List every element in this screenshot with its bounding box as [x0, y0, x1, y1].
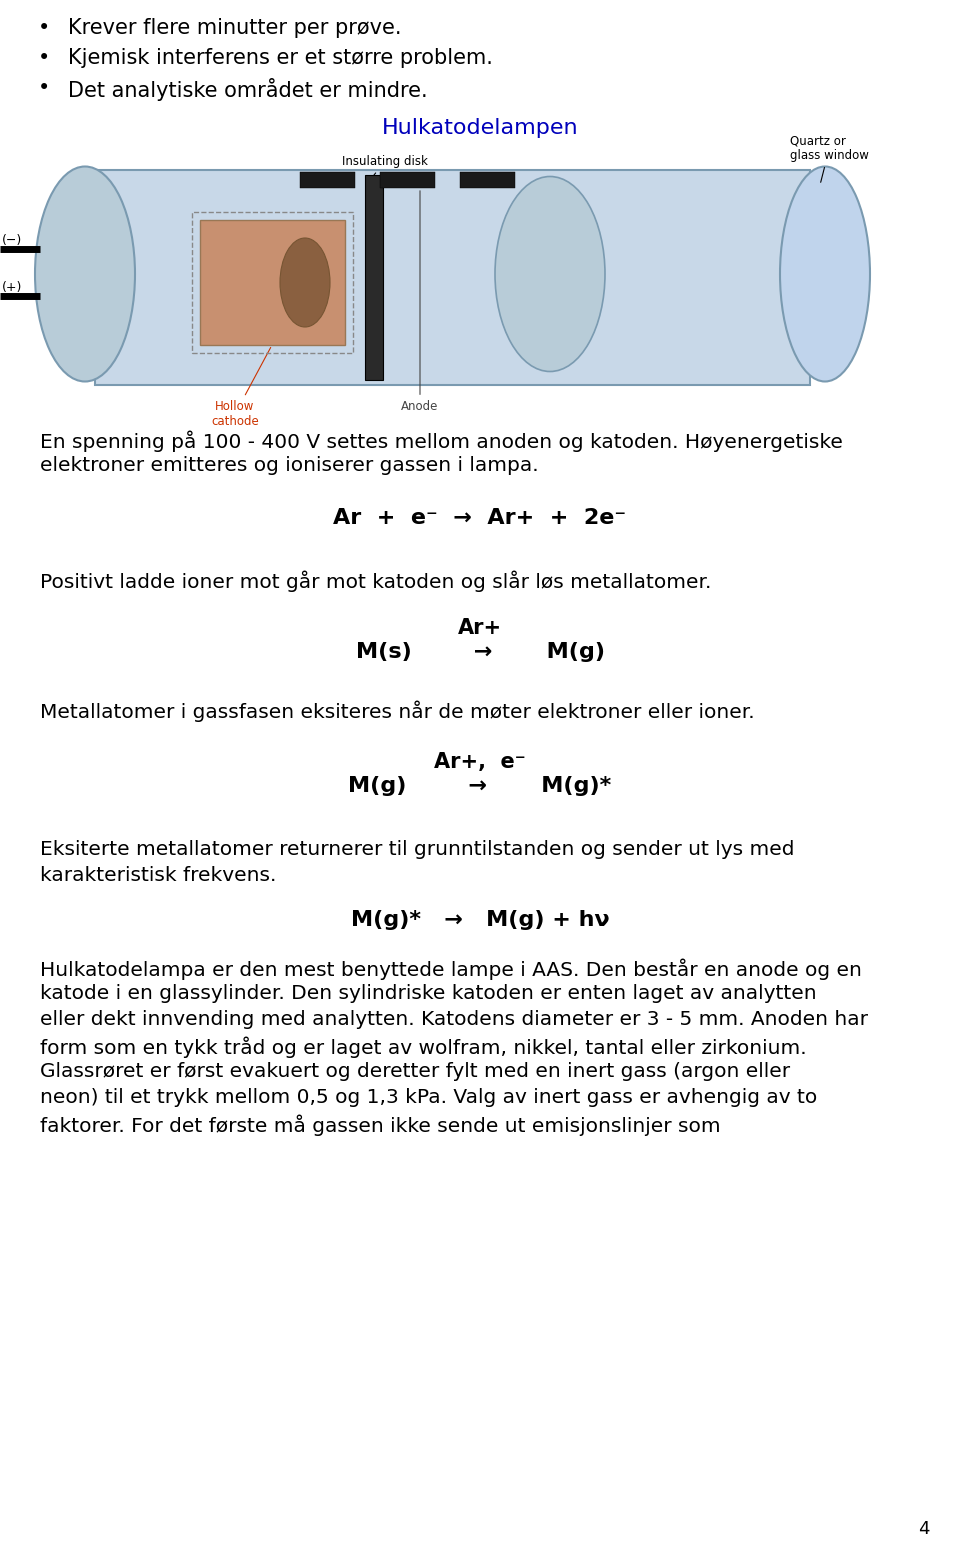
Text: M(s)        →       M(g): M(s) → M(g): [355, 641, 605, 662]
Text: M(g)        →       M(g)*: M(g) → M(g)*: [348, 776, 612, 796]
FancyBboxPatch shape: [365, 174, 383, 379]
Text: Hulkatodelampa er den mest benyttede lampe i AAS. Den består en anode og en: Hulkatodelampa er den mest benyttede lam…: [40, 958, 862, 979]
Text: M(g)*   →   M(g) + hν: M(g)* → M(g) + hν: [350, 910, 610, 930]
Text: Det analytiske området er mindre.: Det analytiske området er mindre.: [68, 79, 427, 100]
Ellipse shape: [280, 237, 330, 327]
FancyBboxPatch shape: [95, 170, 810, 386]
Text: Ar+: Ar+: [458, 618, 502, 638]
Text: Ar+,  e⁻: Ar+, e⁻: [434, 752, 526, 773]
Text: Eksiterte metallatomer returnerer til grunntilstanden og sender ut lys med: Eksiterte metallatomer returnerer til gr…: [40, 840, 795, 859]
Text: form som en tykk tråd og er laget av wolfram, nikkel, tantal eller zirkonium.: form som en tykk tråd og er laget av wol…: [40, 1036, 807, 1058]
FancyBboxPatch shape: [380, 173, 435, 188]
Text: Hollow
cathode: Hollow cathode: [211, 347, 271, 429]
FancyBboxPatch shape: [200, 221, 345, 345]
Text: Ar  +  e⁻  →  Ar+  +  2e⁻: Ar + e⁻ → Ar+ + 2e⁻: [333, 507, 627, 527]
Text: Hulkatodelampen: Hulkatodelampen: [382, 119, 578, 137]
Ellipse shape: [495, 176, 605, 372]
Text: eller dekt innvending med analytten. Katodens diameter er 3 - 5 mm. Anoden har: eller dekt innvending med analytten. Kat…: [40, 1010, 869, 1029]
Text: (+): (+): [2, 281, 22, 295]
Ellipse shape: [35, 167, 135, 381]
Text: faktorer. For det første må gassen ikke sende ut emisjonslinjer som: faktorer. For det første må gassen ikke …: [40, 1113, 721, 1135]
Text: En spenning på 100 - 400 V settes mellom anoden og katoden. Høyenergetiske: En spenning på 100 - 400 V settes mellom…: [40, 430, 843, 452]
Text: Kjemisk interferens er et større problem.: Kjemisk interferens er et større problem…: [68, 48, 492, 68]
Text: Anode: Anode: [401, 191, 439, 413]
Ellipse shape: [780, 167, 870, 381]
Text: Metallatomer i gassfasen eksiteres når de møter elektroner eller ioner.: Metallatomer i gassfasen eksiteres når d…: [40, 700, 755, 722]
FancyBboxPatch shape: [300, 173, 355, 188]
Text: Glassrøret er først evakuert og deretter fylt med en inert gass (argon eller: Glassrøret er først evakuert og deretter…: [40, 1062, 790, 1081]
Text: elektroner emitteres og ioniserer gassen i lampa.: elektroner emitteres og ioniserer gassen…: [40, 456, 539, 475]
Text: •: •: [38, 79, 50, 99]
Text: katode i en glassylinder. Den sylindriske katoden er enten laget av analytten: katode i en glassylinder. Den sylindrisk…: [40, 984, 817, 1002]
FancyBboxPatch shape: [460, 173, 515, 188]
Text: Insulating disk: Insulating disk: [342, 156, 428, 174]
Text: •: •: [38, 19, 50, 39]
Text: 4: 4: [919, 1520, 930, 1537]
Text: karakteristisk frekvens.: karakteristisk frekvens.: [40, 867, 276, 885]
Text: (−): (−): [2, 234, 22, 247]
Text: Positivt ladde ioner mot går mot katoden og slår løs metallatomer.: Positivt ladde ioner mot går mot katoden…: [40, 571, 711, 592]
Text: •: •: [38, 48, 50, 68]
Text: neon) til et trykk mellom 0,5 og 1,3 kPa. Valg av inert gass er avhengig av to: neon) til et trykk mellom 0,5 og 1,3 kPa…: [40, 1089, 818, 1107]
Text: Krever flere minutter per prøve.: Krever flere minutter per prøve.: [68, 19, 401, 39]
Text: Quartz or
glass window: Quartz or glass window: [790, 134, 869, 182]
